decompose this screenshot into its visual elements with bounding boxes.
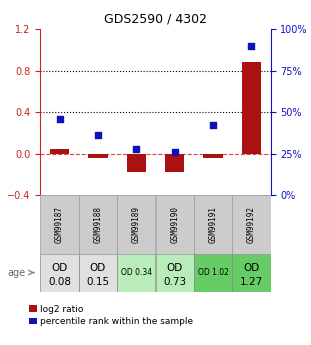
Point <box>57 116 62 121</box>
Bar <box>165 154 184 172</box>
Text: GDS2590 / 4302: GDS2590 / 4302 <box>104 12 207 25</box>
Bar <box>40 254 79 292</box>
Text: GSM99191: GSM99191 <box>209 206 217 243</box>
Bar <box>40 195 79 254</box>
Bar <box>203 154 223 158</box>
Bar <box>194 195 232 254</box>
Text: 0.73: 0.73 <box>163 277 186 287</box>
Bar <box>50 149 69 154</box>
Text: GSM99187: GSM99187 <box>55 206 64 243</box>
Bar <box>117 195 156 254</box>
Text: OD: OD <box>52 263 68 273</box>
Bar <box>88 154 108 158</box>
Text: OD 0.34: OD 0.34 <box>121 268 152 277</box>
Text: OD: OD <box>90 263 106 273</box>
Text: 1.27: 1.27 <box>240 277 263 287</box>
Bar <box>79 254 117 292</box>
Bar <box>242 62 261 154</box>
Text: GSM99192: GSM99192 <box>247 206 256 243</box>
Point <box>249 43 254 49</box>
Text: OD 1.02: OD 1.02 <box>197 268 229 277</box>
Point <box>172 149 177 155</box>
Point <box>134 146 139 151</box>
Text: 0.08: 0.08 <box>48 277 71 287</box>
Text: OD: OD <box>167 263 183 273</box>
Text: GSM99188: GSM99188 <box>94 206 102 243</box>
Point <box>211 122 216 128</box>
Text: GSM99189: GSM99189 <box>132 206 141 243</box>
Bar <box>79 195 117 254</box>
Text: 0.15: 0.15 <box>86 277 109 287</box>
Bar <box>194 254 232 292</box>
Bar <box>156 195 194 254</box>
Text: OD: OD <box>243 263 259 273</box>
Point <box>95 132 100 138</box>
Bar <box>127 154 146 172</box>
Legend: log2 ratio, percentile rank within the sample: log2 ratio, percentile rank within the s… <box>30 305 193 326</box>
Bar <box>117 254 156 292</box>
Text: age: age <box>8 268 26 277</box>
Bar <box>232 195 271 254</box>
Bar <box>232 254 271 292</box>
Text: GSM99190: GSM99190 <box>170 206 179 243</box>
Bar <box>156 254 194 292</box>
